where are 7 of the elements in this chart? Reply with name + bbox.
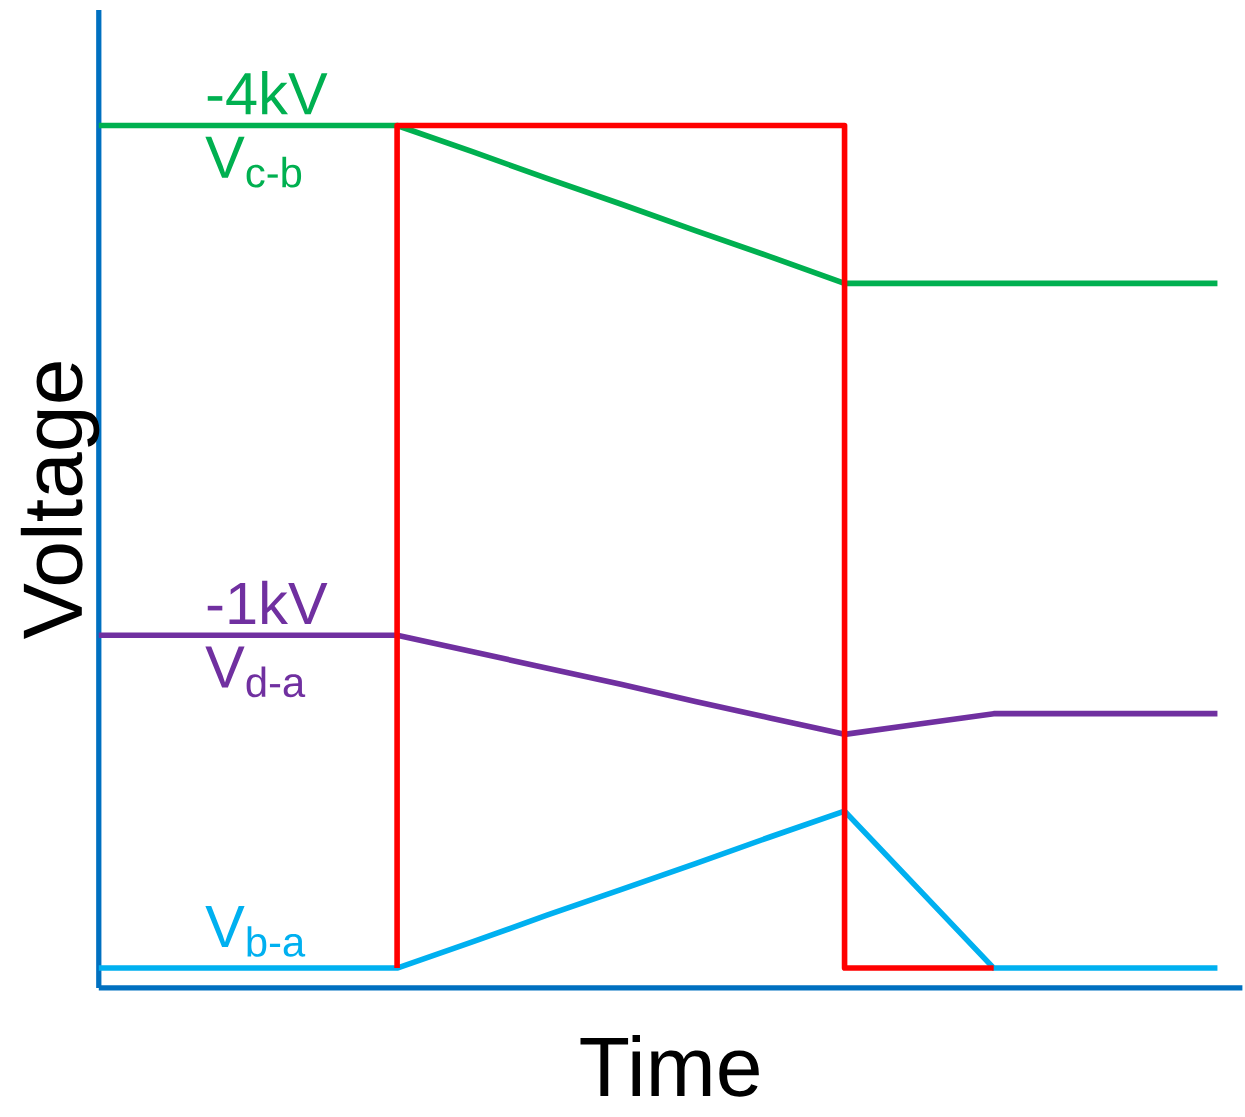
annotation: -1kV [207, 580, 328, 625]
series-label: V$_{d-a}$ [205, 646, 306, 698]
series-label: V$_{b-a}$ [205, 906, 306, 958]
annotation: -4kV [207, 71, 328, 115]
series-label: V$_{c-b}$ [205, 136, 302, 188]
x-axis-title: Time [580, 1035, 759, 1097]
y-axis-title: Voltage [20, 362, 100, 640]
